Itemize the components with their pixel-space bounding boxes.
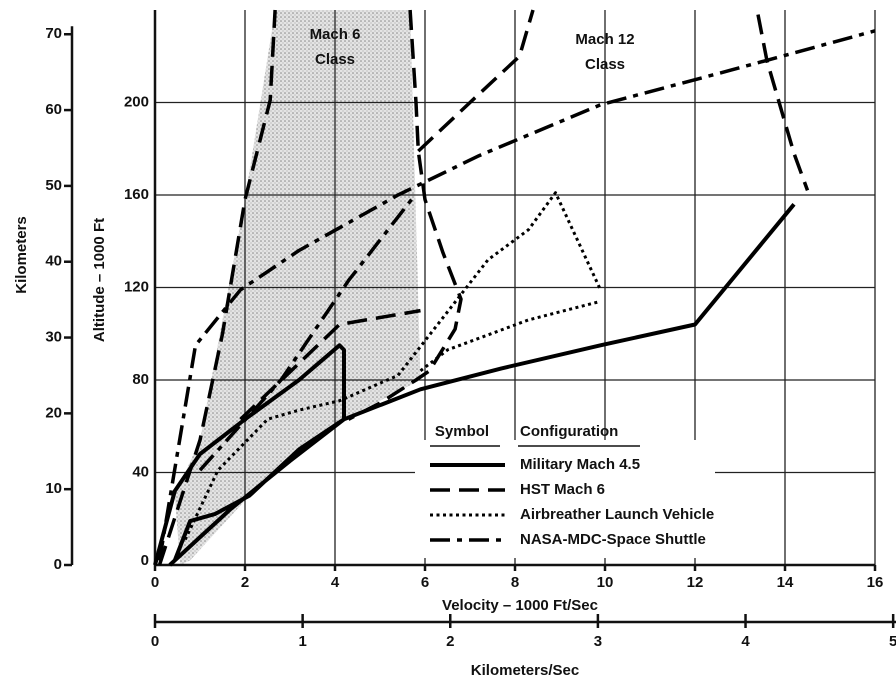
x-tick-label: 10	[597, 574, 614, 591]
annotation: Class	[585, 56, 625, 73]
series-line	[153, 203, 796, 567]
annotation: Class	[315, 51, 355, 68]
x2-tick-label: 5	[889, 633, 896, 650]
x-tick-label: 4	[331, 574, 340, 591]
x2-tick-label: 2	[446, 633, 454, 650]
y2-tick-label: 20	[45, 404, 62, 421]
legend-label: NASA-MDC-Space Shuttle	[520, 531, 706, 548]
x-tick-label: 16	[867, 574, 884, 591]
x-tick-label: 8	[511, 574, 519, 591]
y2-tick-label: 0	[54, 556, 62, 573]
series-line	[157, 9, 810, 566]
x-axis-label: Velocity – 1000 Ft/Sec	[442, 597, 598, 614]
x2-tick-label: 3	[594, 633, 602, 650]
y-axis-label: Altitude – 1000 Ft	[91, 218, 108, 342]
x-tick-label: 12	[687, 574, 704, 591]
legend-background	[415, 440, 715, 558]
series-line	[183, 191, 602, 541]
legend-header: Symbol	[435, 423, 489, 440]
y2-tick-label: 30	[45, 329, 62, 346]
x2-tick-label: 4	[741, 633, 750, 650]
x2-axis-label: Kilometers/Sec	[471, 662, 579, 679]
x2-tick-label: 0	[151, 633, 159, 650]
y-tick-label: 120	[124, 278, 149, 295]
y2-tick-label: 60	[45, 101, 62, 118]
x-tick-label: 14	[777, 574, 794, 591]
y2-axis-label: Kilometers	[13, 216, 30, 294]
y-tick-label: 40	[132, 463, 149, 480]
y-tick-label: 80	[132, 371, 149, 388]
legend-label: Airbreather Launch Vehicle	[520, 506, 714, 523]
y-tick-label: 0	[141, 552, 149, 569]
annotation: Mach 12	[575, 31, 634, 48]
y-tick-label: 200	[124, 93, 149, 110]
legend-header: Configuration	[520, 423, 618, 440]
legend-label: Military Mach 4.5	[520, 456, 640, 473]
legend-label: HST Mach 6	[520, 481, 605, 498]
x-tick-label: 6	[421, 574, 429, 591]
x2-tick-label: 1	[298, 633, 306, 650]
y2-tick-label: 70	[45, 25, 62, 42]
annotation: Mach 6	[310, 26, 361, 43]
x-tick-label: 2	[241, 574, 249, 591]
x-tick-label: 0	[151, 574, 159, 591]
y2-tick-label: 50	[45, 177, 62, 194]
y2-tick-label: 40	[45, 253, 62, 270]
y2-tick-label: 10	[45, 480, 62, 497]
y-tick-label: 160	[124, 186, 149, 203]
series-line	[157, 29, 876, 561]
